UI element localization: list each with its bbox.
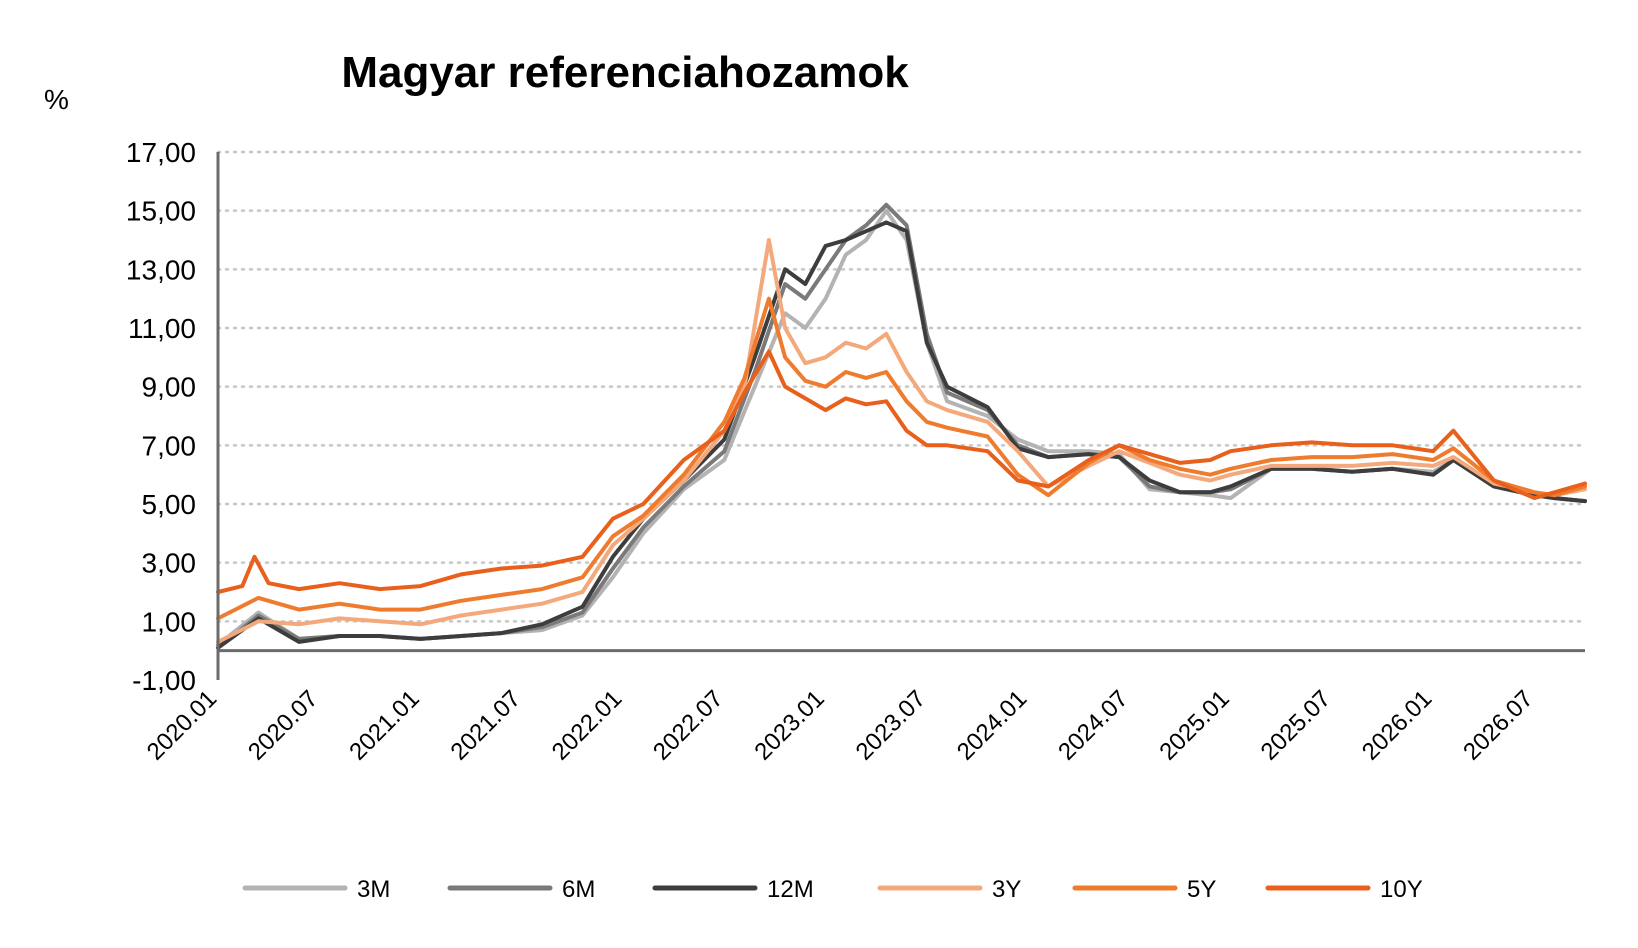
y-tick-label: 7,00 bbox=[142, 430, 197, 461]
legend-item-10y: 10Y bbox=[1265, 876, 1423, 903]
x-tick-label: 2026.07 bbox=[1458, 685, 1538, 765]
y-tick-label: 3,00 bbox=[142, 548, 197, 579]
x-tick-label: 2024.07 bbox=[1053, 685, 1133, 765]
y-axis-unit-label: % bbox=[44, 84, 69, 115]
series-line-10y bbox=[216, 349, 1587, 594]
series-line-3y bbox=[216, 238, 1587, 644]
legend-item-12m: 12M bbox=[652, 876, 814, 903]
y-tick-label: -1,00 bbox=[132, 665, 196, 696]
series-line-5y bbox=[216, 296, 1587, 621]
x-tick-label: 2022.07 bbox=[648, 685, 728, 765]
legend-label: 12M bbox=[767, 876, 814, 903]
y-tick-label: 13,00 bbox=[126, 254, 196, 285]
x-tick-label: 2021.01 bbox=[344, 685, 424, 765]
x-tick-label: 2025.07 bbox=[1256, 685, 1336, 765]
y-tick-label: 5,00 bbox=[142, 489, 197, 520]
y-tick-label: 15,00 bbox=[126, 196, 196, 227]
y-tick-label: 1,00 bbox=[142, 606, 197, 637]
legend-label: 3M bbox=[357, 876, 390, 903]
series-lines bbox=[216, 202, 1587, 650]
x-tick-label: 2026.01 bbox=[1357, 685, 1437, 765]
x-tick-label: 2023.07 bbox=[851, 685, 931, 765]
y-tick-label: 9,00 bbox=[142, 372, 197, 403]
y-tick-label: 11,00 bbox=[128, 313, 196, 344]
x-tick-label: 2020.01 bbox=[142, 685, 222, 765]
series-line-3m bbox=[216, 208, 1587, 647]
y-axis-ticks: 17,00 15,00 13,00 11,00 9,00 7,00 5,00 3,00 1,00… bbox=[126, 137, 196, 696]
x-tick-label: 2025.01 bbox=[1154, 685, 1234, 765]
legend-item-6m: 6M bbox=[447, 876, 595, 903]
legend-label: 6M bbox=[562, 876, 595, 903]
x-tick-label: 2024.01 bbox=[952, 685, 1032, 765]
x-axis-ticks: 2020.01 2020.07 2021.01 2021.07 2022.01 2022.… bbox=[142, 685, 1539, 765]
x-tick-label: 2022.01 bbox=[547, 685, 627, 765]
legend: 3M 6M 12M 3Y 5Y 10Y bbox=[242, 876, 1423, 903]
y-tick-label: 17,00 bbox=[126, 137, 196, 168]
series-line-12m bbox=[216, 220, 1587, 650]
legend-label: 5Y bbox=[1187, 876, 1216, 903]
legend-label: 10Y bbox=[1380, 876, 1423, 903]
legend-item-3m: 3M bbox=[242, 876, 390, 903]
x-tick-label: 2023.01 bbox=[749, 685, 829, 765]
x-tick-label: 2020.07 bbox=[243, 685, 323, 765]
axes bbox=[216, 152, 1585, 680]
legend-item-3y: 3Y bbox=[877, 876, 1021, 903]
legend-item-5y: 5Y bbox=[1072, 876, 1216, 903]
legend-label: 3Y bbox=[992, 876, 1021, 903]
x-tick-label: 2021.07 bbox=[446, 685, 526, 765]
chart-title: Magyar referenciahozamok bbox=[341, 48, 909, 97]
